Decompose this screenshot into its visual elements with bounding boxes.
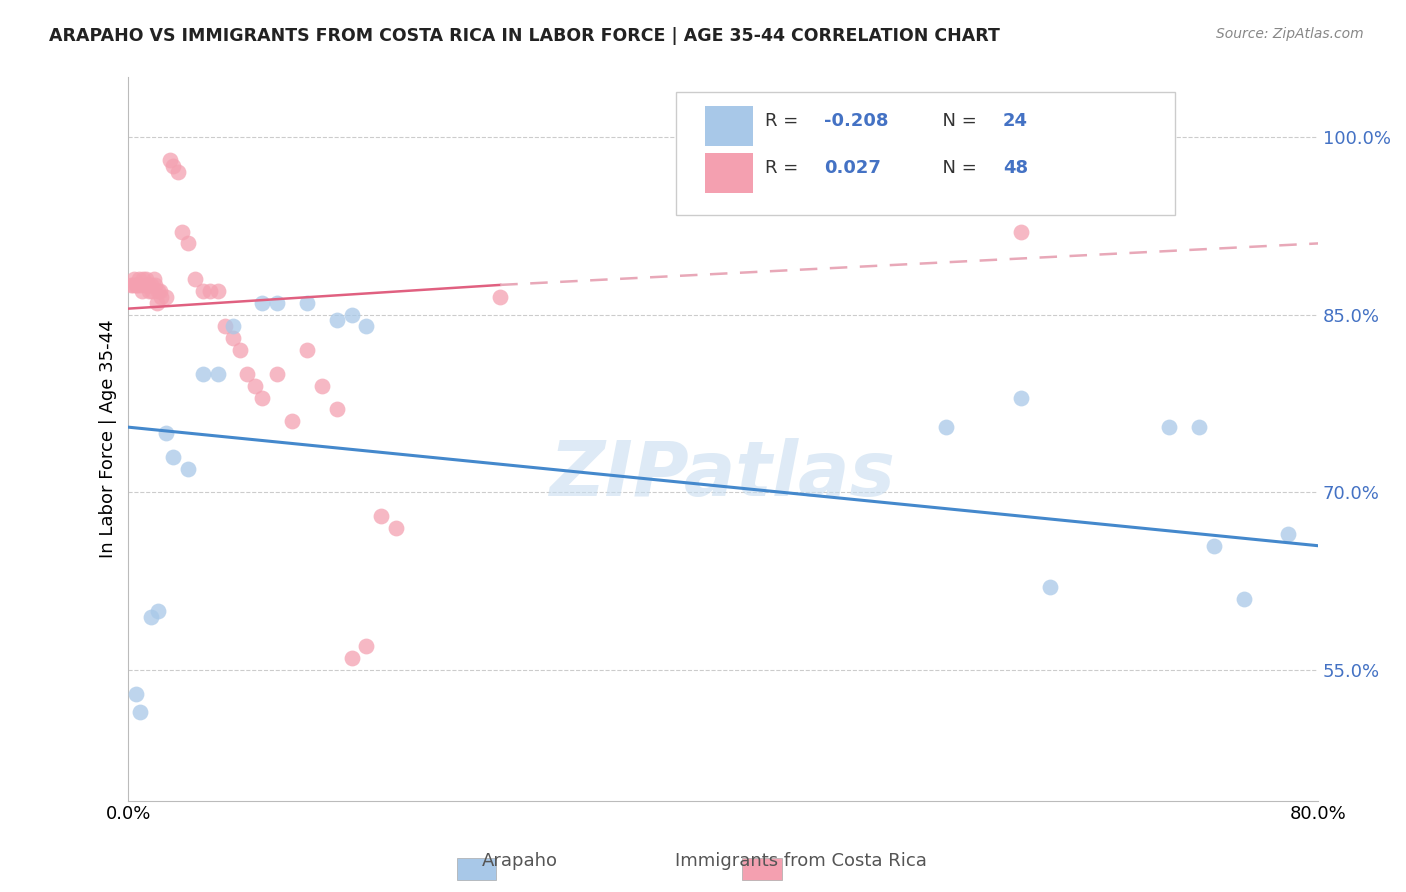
Text: N =: N =: [932, 112, 983, 130]
Point: [143, 277, 166, 292]
Point: [281, 414, 304, 428]
Point: [138, 284, 160, 298]
Point: [124, 272, 146, 286]
Point: [125, 687, 148, 701]
Point: [142, 272, 165, 286]
Point: [148, 604, 170, 618]
Point: [1202, 539, 1225, 553]
Point: [266, 367, 288, 381]
Point: [325, 313, 347, 327]
Point: [191, 367, 214, 381]
Point: [1010, 391, 1032, 405]
Point: [207, 367, 229, 381]
Y-axis label: In Labor Force | Age 35-44: In Labor Force | Age 35-44: [100, 319, 117, 558]
Point: [252, 295, 274, 310]
Point: [150, 290, 173, 304]
Text: Source: ZipAtlas.com: Source: ZipAtlas.com: [1216, 27, 1364, 41]
FancyBboxPatch shape: [676, 92, 1175, 215]
Point: [385, 521, 408, 535]
Point: [370, 509, 392, 524]
Point: [184, 272, 207, 286]
Point: [134, 277, 156, 292]
Point: [295, 343, 318, 358]
Point: [1039, 580, 1062, 594]
Point: [191, 284, 214, 298]
Point: [148, 284, 170, 298]
Point: [1277, 527, 1299, 541]
Point: [127, 277, 149, 292]
Point: [162, 450, 184, 464]
Text: N =: N =: [932, 159, 983, 177]
Point: [120, 277, 142, 292]
Point: [141, 284, 163, 298]
Bar: [706, 153, 754, 194]
Point: [252, 391, 274, 405]
Point: [177, 236, 200, 251]
Text: 0.027: 0.027: [824, 159, 882, 177]
Point: [131, 284, 153, 298]
Point: [295, 295, 318, 310]
Point: [1233, 592, 1256, 607]
Point: [128, 272, 150, 286]
Text: -0.208: -0.208: [824, 112, 889, 130]
Point: [162, 159, 184, 173]
Point: [1159, 420, 1181, 434]
Point: [132, 272, 155, 286]
Point: [311, 378, 333, 392]
Point: [139, 277, 162, 292]
Point: [325, 402, 347, 417]
Point: [122, 277, 145, 292]
Point: [170, 225, 193, 239]
Point: [139, 610, 162, 624]
Point: [207, 284, 229, 298]
Point: [1010, 225, 1032, 239]
Point: [356, 640, 378, 654]
Text: 24: 24: [1002, 112, 1028, 130]
Text: ZIPatlas: ZIPatlas: [550, 438, 896, 512]
Point: [136, 277, 159, 292]
Point: [166, 165, 188, 179]
Point: [155, 290, 177, 304]
Text: Immigrants from Costa Rica: Immigrants from Costa Rica: [675, 852, 928, 870]
Point: [125, 277, 148, 292]
Text: R =: R =: [765, 112, 804, 130]
Point: [145, 295, 167, 310]
Point: [129, 705, 152, 719]
Point: [155, 426, 177, 441]
Text: Arapaho: Arapaho: [482, 852, 558, 870]
Point: [214, 319, 236, 334]
Point: [340, 651, 363, 665]
Point: [489, 290, 512, 304]
Point: [236, 367, 259, 381]
Bar: [706, 106, 754, 146]
Point: [221, 319, 243, 334]
Text: 48: 48: [1002, 159, 1028, 177]
Point: [149, 284, 172, 298]
Point: [266, 295, 288, 310]
Point: [356, 319, 378, 334]
Point: [340, 308, 363, 322]
Text: R =: R =: [765, 159, 804, 177]
Point: [200, 284, 222, 298]
Point: [221, 331, 243, 345]
Point: [177, 461, 200, 475]
Point: [243, 378, 266, 392]
Point: [135, 272, 157, 286]
Point: [229, 343, 252, 358]
Text: ARAPAHO VS IMMIGRANTS FROM COSTA RICA IN LABOR FORCE | AGE 35-44 CORRELATION CHA: ARAPAHO VS IMMIGRANTS FROM COSTA RICA IN…: [49, 27, 1000, 45]
Point: [159, 153, 181, 168]
Point: [935, 420, 957, 434]
Point: [1188, 420, 1211, 434]
Point: [129, 277, 152, 292]
